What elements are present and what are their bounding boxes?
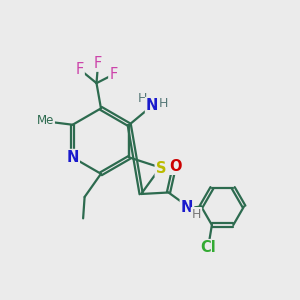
Text: F: F [75, 62, 84, 77]
Text: Cl: Cl [200, 240, 216, 255]
Text: Me: Me [37, 114, 54, 127]
Text: N: N [181, 200, 193, 215]
Text: S: S [156, 161, 166, 176]
Text: H: H [192, 208, 201, 221]
Text: F: F [94, 56, 102, 71]
Text: H: H [138, 92, 147, 105]
Text: N: N [67, 150, 79, 165]
Text: H: H [158, 98, 168, 110]
Text: N: N [146, 98, 158, 113]
Text: O: O [169, 159, 181, 174]
Text: F: F [109, 67, 118, 82]
